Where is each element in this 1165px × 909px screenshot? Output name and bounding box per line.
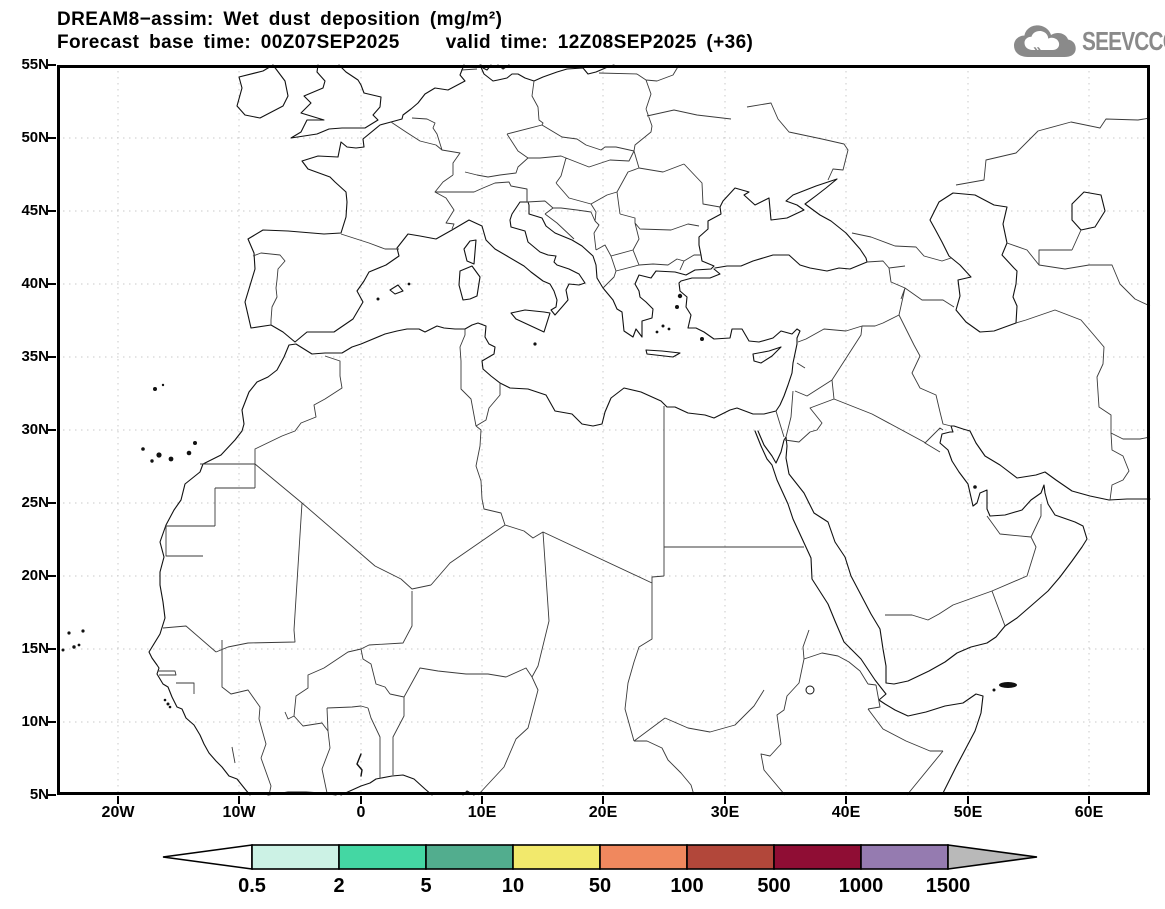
map-plot: 55N 50N 45N 40N 35N 30N 25N 20N 15N 10N 5N 20W 10W 0 1… [21, 56, 1151, 821]
colorbar-value-label: 50 [589, 875, 611, 897]
colorbar-segment [599, 844, 688, 870]
coastline-caspian-sea [929, 192, 1018, 333]
colorbar-value-label: 100 [670, 875, 703, 897]
seevccc-logo: » SEEVCCC [1012, 22, 1165, 60]
colorbar-value-label: 1500 [926, 875, 971, 897]
grid-lines [57, 65, 1150, 795]
lat-tick-label: 15N [21, 640, 49, 657]
lon-tick-label: 60E [1074, 804, 1104, 821]
lat-tick-label: 40N [21, 275, 49, 292]
lon-tick-label: 50E [953, 804, 983, 821]
coastline-great-britain [290, 64, 382, 139]
colorbar-value-label: 1000 [839, 875, 884, 897]
lat-tick-label: 45N [21, 202, 49, 219]
colorbar-segment [425, 844, 514, 870]
title-block: DREAM8−assim: Wet dust deposition (mg/m²… [57, 8, 753, 54]
colorbar-segment [512, 844, 601, 870]
lon-tick-label: 30E [710, 804, 740, 821]
colorbar-segment [251, 844, 340, 870]
plot-title: DREAM8−assim: Wet dust deposition (mg/m²… [57, 9, 503, 30]
colorbar: 0.5 2 5 10 50 100 500 1000 1500 [140, 838, 1060, 904]
lat-tick-label: 25N [21, 494, 49, 511]
seevccc-logo-text: SEEVCCC [1082, 25, 1165, 56]
colorbar-segment [773, 844, 862, 870]
lon-tick-label: 40E [831, 804, 861, 821]
colorbar-segment [338, 844, 427, 870]
lon-tick-label: 20E [588, 804, 618, 821]
colorbar-right-arrow [947, 844, 1038, 870]
coastline-africa-levant [148, 268, 801, 796]
svg-text:»: » [1033, 41, 1041, 58]
colorbar-segment [860, 844, 949, 870]
lake-volta [356, 753, 363, 777]
colorbar-svg: 0.5 2 5 10 50 100 500 1000 1500 [162, 844, 1038, 897]
lat-tick-label: 55N [21, 56, 49, 73]
lat-tick-label: 20N [21, 567, 49, 584]
coastline-europe [244, 64, 868, 343]
coastline-redsea-africa [754, 430, 984, 794]
colorbar-value-label: 0.5 [238, 875, 266, 897]
colorbar-value-label: 10 [502, 875, 524, 897]
lon-tick-label: 0 [356, 804, 366, 821]
colorbar-value-label: 2 [333, 875, 344, 897]
axis-ticks [48, 64, 1090, 804]
coastline-arabia-iran [757, 425, 1151, 685]
colorbar-segment [686, 844, 775, 870]
plot-subtitle: Forecast base time: 00Z07SEP2025 valid t… [57, 31, 753, 54]
lat-tick-label: 50N [21, 129, 49, 146]
map-svg [48, 64, 1151, 804]
valid-time: valid time: 12Z08SEP2025 (+36) [445, 32, 754, 53]
lon-tick-label: 10E [467, 804, 497, 821]
country-borders [158, 64, 1151, 796]
cloud-icon: » [1014, 25, 1076, 58]
colorbar-left-arrow [162, 844, 253, 870]
lat-tick-label: 35N [21, 348, 49, 365]
coastline-ireland [236, 64, 289, 119]
lat-tick-label: 30N [21, 421, 49, 438]
island-dots [61, 282, 1017, 709]
lat-tick-label: 10N [21, 713, 49, 730]
coastline-aral-sea [1071, 191, 1106, 231]
lon-tick-label: 10W [222, 804, 256, 821]
map-frame [57, 65, 1150, 795]
lon-tick-label: 20W [101, 804, 135, 821]
colorbar-value-label: 500 [757, 875, 790, 897]
colorbar-value-label: 5 [420, 875, 431, 897]
lat-tick-label: 5N [29, 786, 49, 803]
coastline-islands [389, 239, 782, 364]
forecast-base-time: Forecast base time: 00Z07SEP2025 [57, 32, 400, 53]
